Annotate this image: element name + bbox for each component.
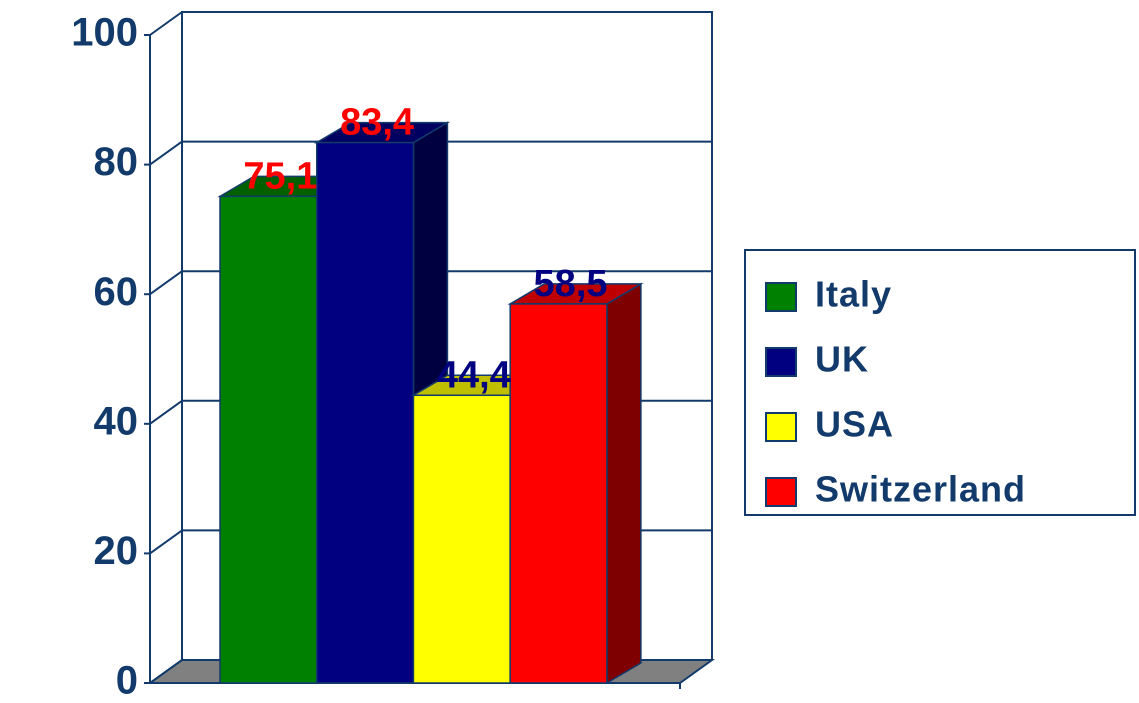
y-tick-label: 100 (71, 11, 138, 55)
grid-connector (149, 270, 183, 296)
value-label: 44,4 (437, 354, 511, 396)
bar-side (606, 282, 642, 685)
y-tick-label: 80 (94, 140, 139, 184)
bar (315, 141, 415, 684)
legend-swatch (765, 282, 797, 312)
grid-connector (149, 399, 183, 425)
legend-swatch (765, 347, 797, 377)
y-tick-label: 60 (94, 270, 139, 314)
bar (219, 195, 318, 684)
bar (412, 394, 511, 684)
legend-label: UK (815, 339, 869, 380)
legend-label: Switzerland (815, 469, 1026, 510)
bar (509, 303, 608, 684)
grid-connector (149, 11, 183, 36)
legend-label: Italy (815, 274, 892, 315)
grid-connector (149, 529, 183, 555)
grid-connector (149, 659, 183, 684)
value-label: 83,4 (340, 102, 414, 144)
value-label: 75,1 (243, 155, 317, 197)
legend-label: USA (815, 404, 894, 445)
legend-swatch (765, 477, 797, 507)
grid-connector (149, 140, 183, 166)
legend-swatch (765, 412, 797, 442)
value-label: 58,5 (534, 263, 608, 305)
y-tick-label: 40 (94, 399, 139, 443)
y-tick-label: 20 (94, 529, 139, 573)
y-tick-label: 0 (116, 659, 138, 703)
legend-box (744, 249, 1136, 516)
